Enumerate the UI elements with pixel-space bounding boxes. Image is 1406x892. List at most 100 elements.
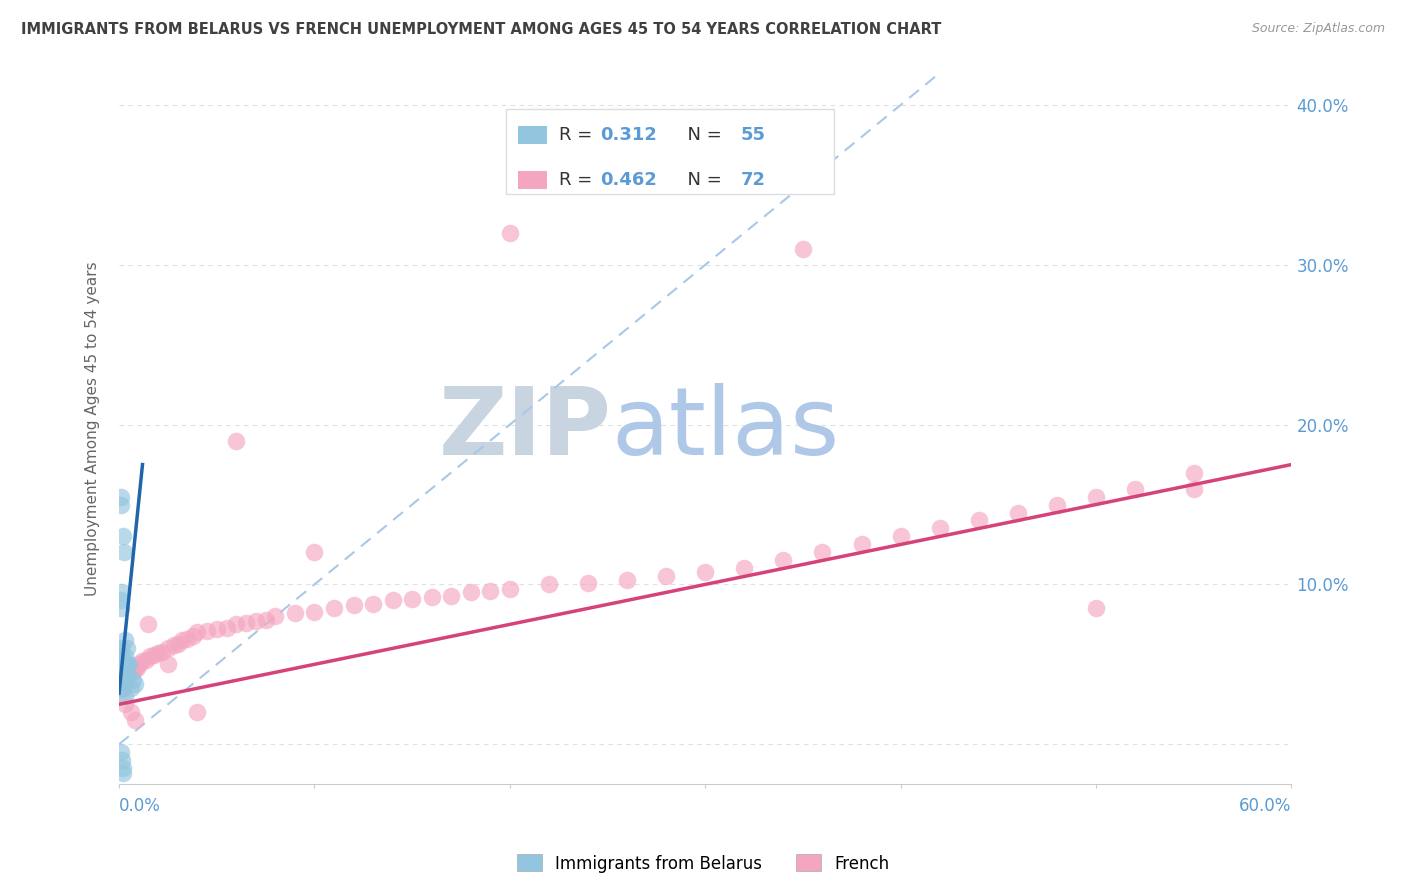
Point	[114, 649, 136, 664]
Point	[112, 670, 135, 684]
Point	[125, 660, 148, 674]
Point	[131, 654, 153, 668]
Point	[967, 514, 990, 528]
Point	[1046, 498, 1069, 512]
Point	[811, 545, 834, 559]
Point	[111, 585, 134, 599]
Point	[112, 673, 135, 688]
Text: atlas: atlas	[612, 383, 839, 475]
Point	[114, 698, 136, 712]
Text: 60.0%: 60.0%	[1239, 797, 1292, 815]
Point	[138, 617, 160, 632]
Point	[121, 664, 143, 678]
Point	[114, 676, 136, 690]
Point	[440, 589, 463, 603]
Point	[111, 676, 134, 690]
Point	[111, 681, 134, 696]
Point	[499, 226, 522, 240]
Point	[110, 673, 132, 688]
Point	[112, 670, 135, 684]
Text: N =: N =	[676, 170, 727, 189]
Point	[124, 662, 146, 676]
Point	[186, 625, 208, 640]
Point	[112, 670, 135, 684]
Point	[135, 652, 157, 666]
Point	[1123, 482, 1146, 496]
Point	[1085, 490, 1108, 504]
Point	[111, 660, 134, 674]
Point	[460, 585, 482, 599]
Point	[111, 660, 134, 674]
Text: 55: 55	[741, 126, 765, 145]
Text: 0.312: 0.312	[600, 126, 657, 145]
Point	[851, 537, 873, 551]
FancyBboxPatch shape	[506, 109, 834, 194]
Point	[115, 657, 138, 672]
Text: R =: R =	[558, 126, 598, 145]
Text: R =: R =	[558, 170, 598, 189]
Point	[186, 706, 208, 720]
Point	[111, 673, 134, 688]
Point	[110, 676, 132, 690]
Point	[166, 636, 188, 650]
Point	[128, 657, 150, 672]
Point	[284, 606, 307, 620]
Point	[733, 561, 755, 575]
Text: 0.0%: 0.0%	[120, 797, 160, 815]
Point	[890, 529, 912, 543]
Point	[772, 553, 794, 567]
Point	[111, 660, 134, 674]
Point	[176, 632, 198, 646]
Point	[110, 673, 132, 688]
Point	[235, 615, 257, 630]
Point	[110, 490, 132, 504]
Point	[110, 649, 132, 664]
Point	[114, 664, 136, 678]
Point	[792, 242, 814, 256]
Legend: Immigrants from Belarus, French: Immigrants from Belarus, French	[510, 847, 896, 880]
Point	[156, 657, 179, 672]
Point	[111, 657, 134, 672]
Point	[156, 641, 179, 656]
Point	[114, 673, 136, 688]
Point	[150, 644, 173, 658]
Point	[114, 668, 136, 682]
Point	[170, 633, 193, 648]
Point	[110, 654, 132, 668]
Point	[120, 706, 142, 720]
Point	[115, 641, 138, 656]
Point	[139, 649, 162, 664]
Point	[110, 745, 132, 759]
Point	[115, 657, 138, 672]
Point	[110, 665, 132, 680]
Point	[118, 657, 141, 672]
Point	[1182, 466, 1205, 480]
Point	[114, 676, 136, 690]
Point	[111, 681, 134, 696]
Point	[121, 673, 143, 688]
Point	[114, 673, 136, 688]
Point	[112, 545, 135, 559]
Point	[110, 601, 132, 615]
Text: Source: ZipAtlas.com: Source: ZipAtlas.com	[1251, 22, 1385, 36]
Point	[215, 621, 238, 635]
Point	[110, 498, 132, 512]
Point	[112, 670, 135, 684]
Point	[323, 601, 346, 615]
Point	[114, 690, 136, 704]
Point	[111, 529, 134, 543]
Point	[115, 670, 138, 684]
Point	[111, 665, 134, 680]
Point	[163, 638, 186, 652]
Point	[342, 598, 364, 612]
Point	[111, 766, 134, 780]
Point	[361, 597, 384, 611]
Point	[245, 614, 267, 628]
Point	[124, 676, 146, 690]
Point	[111, 673, 134, 688]
Text: 0.462: 0.462	[600, 170, 657, 189]
Point	[381, 593, 404, 607]
Point	[205, 622, 228, 636]
Text: N =: N =	[676, 126, 727, 145]
Point	[420, 591, 443, 605]
